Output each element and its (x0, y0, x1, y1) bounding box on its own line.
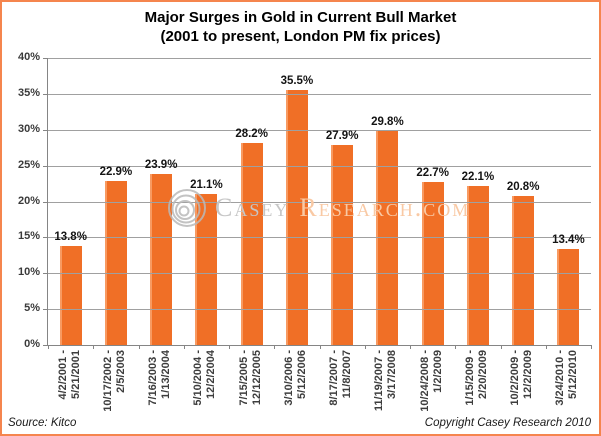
x-tick-mark (545, 345, 547, 349)
gridline (48, 165, 591, 167)
gridline (48, 273, 591, 275)
bar-slot: 21.1% (184, 58, 229, 345)
x-tick-mark (410, 345, 411, 349)
copyright-note: Copyright Casey Research 2010 (424, 417, 591, 429)
bar (195, 194, 218, 345)
chart-title: Major Surges in Gold in Current Bull Mar… (2, 8, 599, 46)
y-tick-label: 15% (17, 230, 40, 243)
bar (59, 246, 82, 345)
y-tick-label: 5% (24, 302, 40, 315)
bar (150, 174, 173, 345)
chart-title-line1: Major Surges in Gold in Current Bull Mar… (144, 9, 457, 26)
bar-value-label: 13.4% (552, 234, 585, 246)
bar (421, 182, 444, 345)
x-tick-mark (48, 345, 49, 349)
gridline (48, 201, 591, 203)
gridline (48, 129, 591, 131)
y-tick-label: 25% (17, 158, 40, 171)
bar-slot: 22.7% (410, 58, 455, 345)
x-label-slot: 11/19/2007 -3/17/2008 (364, 350, 409, 433)
y-tick-mark (43, 345, 47, 346)
x-label-slot: 10/17/2002 -2/5/2003 (92, 350, 137, 433)
y-tick-label: 10% (17, 266, 40, 279)
gridline (48, 58, 591, 59)
bar-value-label: 22.9% (99, 166, 133, 178)
bar-value-label: 13.8% (54, 231, 87, 243)
bar-value-label: 23.9% (144, 159, 178, 171)
y-tick-mark (43, 201, 47, 203)
bar-value-label: 28.2% (235, 128, 268, 140)
bar-series: 13.8% 22.9% 23.9% 21.1% 28.2% 35.5% 27.9% 29.8%… (48, 58, 591, 345)
x-label-slot: 8/17/2007 -11/8/2007 (319, 350, 364, 433)
bar (331, 145, 354, 345)
x-label-slot: 7/16/2003 -1/13/2004 (138, 350, 183, 433)
y-tick-mark (43, 237, 47, 239)
plot-area: 13.8% 22.9% 23.9% 21.1% 28.2% 35.5% 27.9% 29.8%… (47, 58, 592, 349)
x-tick-mark (500, 345, 502, 349)
bar-value-label: 35.5% (280, 75, 314, 87)
x-tick-mark (364, 345, 366, 349)
bar-value-label: 27.9% (325, 130, 359, 142)
x-label-slot: 5/10/2004 -12/2/2004 (183, 350, 228, 433)
x-label-slot: 3/10/2006 -5/12/2006 (273, 350, 318, 433)
bar-slot: 35.5% (274, 58, 319, 345)
x-tick-mark (274, 345, 276, 349)
gridline (48, 237, 591, 239)
bar-slot: 13.8% (48, 58, 93, 345)
x-tick-label: 10/17/2002 -2/5/2003 (101, 350, 127, 412)
gridline (48, 93, 591, 95)
y-tick-mark (43, 309, 47, 311)
x-tick-label: 11/19/2007 -3/17/2008 (373, 350, 399, 412)
x-tick-mark (455, 345, 457, 349)
bar-value-label: 22.7% (416, 167, 449, 179)
gridline (48, 309, 591, 311)
x-tick-label: 8/17/2007 -11/8/2007 (328, 350, 354, 406)
y-tick-label: 0% (24, 338, 40, 350)
bar (240, 143, 263, 345)
bar (104, 181, 127, 345)
y-tick-label: 35% (17, 86, 40, 99)
bar-slot: 23.9% (139, 58, 184, 345)
bar (285, 90, 308, 345)
bar (557, 249, 580, 345)
bar-slot: 20.8% (501, 58, 546, 345)
y-tick-label: 30% (17, 122, 40, 135)
bar-value-label: 21.1% (190, 179, 223, 191)
x-tick-label: 5/10/2004 -12/2/2004 (192, 350, 218, 406)
bar-slot: 22.9% (93, 58, 138, 345)
x-label-slot: 7/15/2005 -12/12/2005 (228, 350, 273, 433)
x-tick-mark (138, 345, 140, 349)
x-tick-mark (591, 345, 592, 349)
y-tick-label: 20% (17, 194, 40, 207)
bar-value-label: 29.8% (371, 116, 404, 128)
bar-value-label: 20.8% (506, 181, 540, 193)
x-tick-mark (93, 345, 95, 349)
x-tick-mark (229, 345, 230, 349)
bar-value-label: 22.1% (461, 171, 495, 183)
bar-slot: 22.1% (455, 58, 500, 345)
y-tick-label: 40% (17, 51, 40, 63)
bar (512, 196, 535, 345)
chart-title-line2: (2001 to present, London PM fix prices) (160, 28, 441, 45)
x-tick-label: 7/16/2003 -1/13/2004 (147, 350, 173, 406)
bar-slot: 28.2% (229, 58, 274, 345)
y-tick-mark (43, 58, 47, 59)
x-tick-mark (319, 345, 321, 349)
y-tick-mark (43, 93, 47, 95)
x-tick-label: 3/10/2006 -5/12/2006 (282, 350, 308, 406)
bar (466, 186, 489, 345)
y-tick-mark (43, 273, 47, 275)
bar-slot: 13.4% (546, 58, 591, 345)
y-tick-mark (43, 129, 47, 131)
x-tick-label: 7/15/2005 -12/12/2005 (237, 350, 263, 406)
x-tick-mark (183, 345, 185, 349)
source-note: Source: Kitco (8, 417, 77, 429)
bar-slot: 27.9% (320, 58, 365, 345)
y-tick-mark (43, 165, 47, 167)
